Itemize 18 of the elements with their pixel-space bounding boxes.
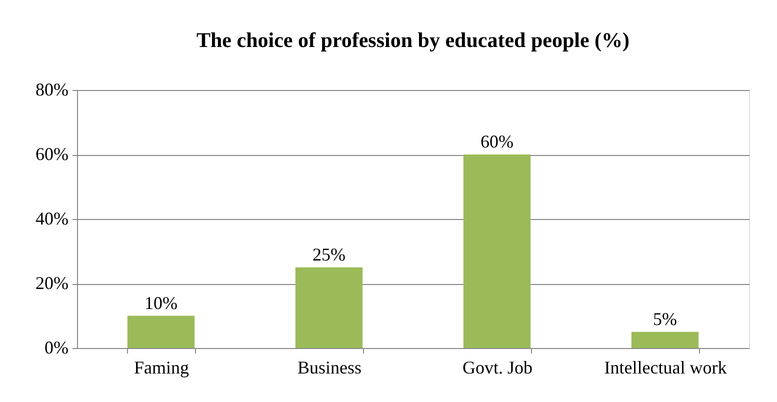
bar — [127, 316, 195, 348]
bar — [631, 332, 699, 348]
y-tick-label: 40% — [36, 208, 68, 228]
bar — [463, 154, 531, 348]
bar — [295, 267, 363, 348]
data-label: 10% — [144, 292, 178, 313]
x-tick-label: Govt. Job — [462, 358, 533, 378]
data-label: 25% — [312, 244, 346, 264]
y-tick-label: 20% — [36, 273, 68, 293]
x-tick-label: Intellectual work — [604, 358, 727, 378]
y-tick-label: 0% — [44, 338, 68, 358]
x-tick-label: Faming — [134, 358, 190, 378]
y-tick-label: 60% — [36, 144, 68, 164]
chart-title: The choice of profession by educated people (%) — [196, 28, 630, 52]
x-tick-label: Business — [297, 358, 362, 378]
data-label: 60% — [480, 132, 514, 152]
data-label: 5% — [653, 308, 677, 329]
y-tick-label: 80% — [36, 80, 68, 100]
